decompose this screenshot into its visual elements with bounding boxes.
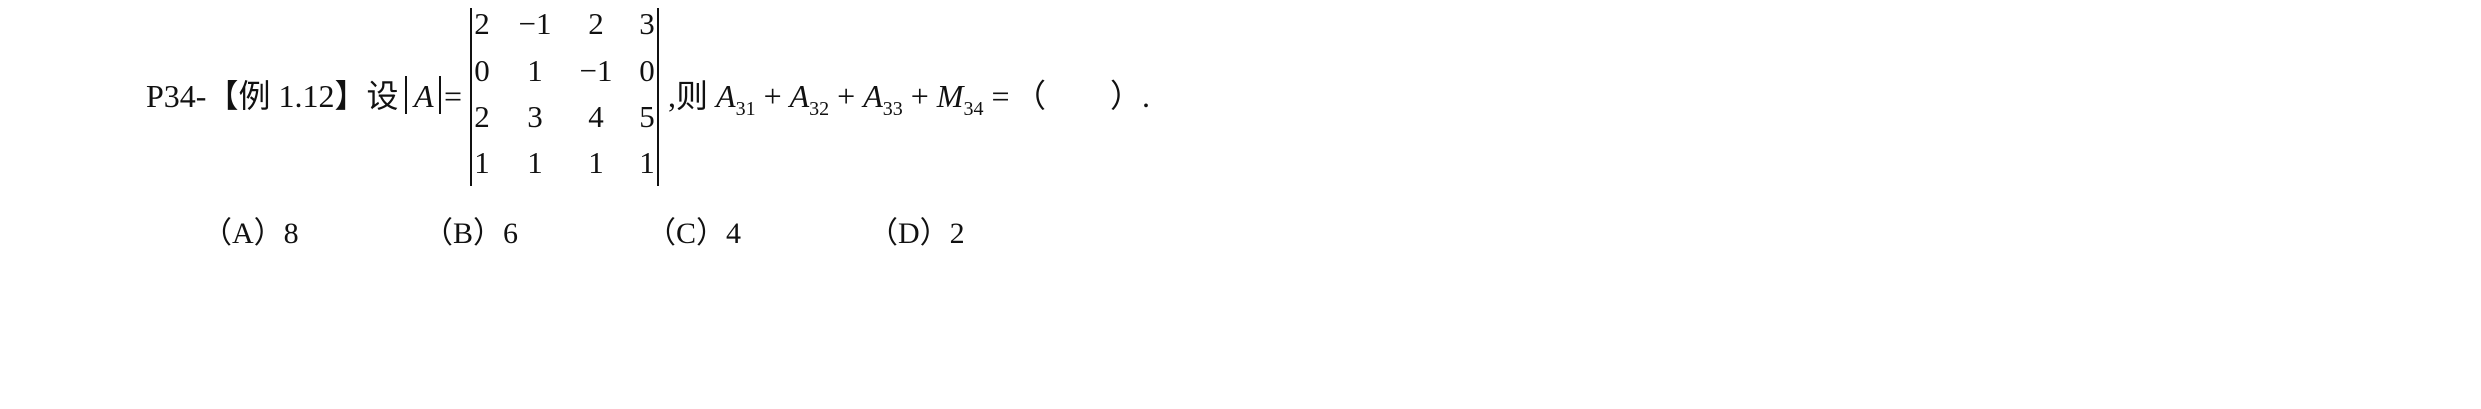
option-a: （A）8 bbox=[202, 217, 299, 250]
det-cell-3-2: 3 bbox=[527, 99, 543, 134]
det-cell-3-1: 2 bbox=[474, 99, 490, 134]
det-cell-3-4: 5 bbox=[639, 99, 655, 134]
plus-operator: + bbox=[755, 78, 790, 114]
det-cell-4-3: 1 bbox=[588, 145, 604, 180]
det-cell-1-4: 3 bbox=[639, 6, 655, 41]
term-a32: A32 bbox=[789, 78, 830, 120]
det-cell-4-1: 1 bbox=[474, 145, 490, 180]
abs-bar-left bbox=[405, 76, 407, 114]
det-cell-2-4: 0 bbox=[639, 53, 655, 88]
expression-lead: ,则 bbox=[668, 78, 717, 114]
determinant-bar-left bbox=[470, 8, 472, 186]
term-m34: M34 bbox=[936, 78, 984, 120]
option-c: （C）4 bbox=[646, 217, 742, 250]
det-cell-2-3: −1 bbox=[579, 53, 613, 88]
term-a31: A31 bbox=[716, 78, 756, 120]
det-cell-1-1: 2 bbox=[474, 6, 490, 41]
det-cell-2-2: 1 bbox=[527, 53, 543, 88]
plus-operator: + bbox=[902, 78, 937, 114]
term-a33: A33 bbox=[863, 78, 903, 120]
det-cell-3-3: 4 bbox=[588, 99, 604, 134]
option-d: （D）2 bbox=[868, 217, 965, 250]
matrix-symbol: A bbox=[414, 78, 434, 114]
det-cell-4-2: 1 bbox=[527, 145, 543, 180]
problem-prefix: P34-【例 1.12】设 bbox=[146, 78, 399, 114]
option-b: （B）6 bbox=[423, 217, 519, 250]
abs-bar-right bbox=[439, 76, 441, 114]
det-cell-2-1: 0 bbox=[474, 53, 490, 88]
answer-blank: （ ）. bbox=[1014, 78, 1151, 114]
determinant-bar-right bbox=[657, 8, 659, 186]
plus-operator: + bbox=[829, 78, 864, 114]
expression-equals: = bbox=[983, 78, 1010, 114]
problem-statement: P34-【例 1.12】设 A = 2 −1 2 3 0 1 −1 0 2 3 … bbox=[146, 6, 1151, 250]
det-cell-1-3: 2 bbox=[588, 6, 604, 41]
cofactor-expression: ,则 A31 + A32 + A33 + M34 = bbox=[668, 72, 1010, 133]
det-cell-1-2: −1 bbox=[518, 6, 552, 41]
equals-sign: = bbox=[444, 78, 463, 114]
det-cell-4-4: 1 bbox=[639, 145, 655, 180]
